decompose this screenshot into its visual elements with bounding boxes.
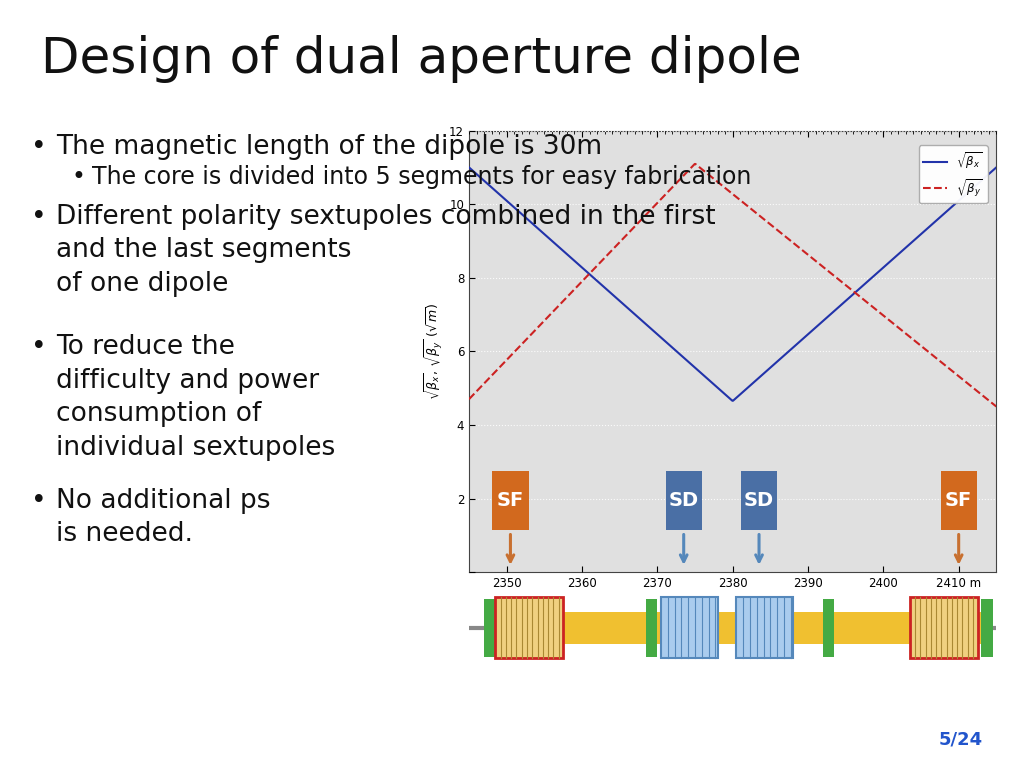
Text: SF: SF (497, 491, 524, 510)
Text: of one dipole: of one dipole (56, 270, 228, 296)
Bar (484, 612, 981, 644)
Bar (662, 598, 718, 658)
Bar (484, 599, 496, 657)
Bar (741, 471, 777, 530)
Bar (909, 598, 978, 658)
Text: •: • (31, 204, 46, 230)
Text: SD: SD (669, 491, 698, 510)
Text: Different polarity sextupoles combined in the first: Different polarity sextupoles combined i… (56, 204, 716, 230)
Text: is needed.: is needed. (56, 521, 194, 548)
Text: Design of dual aperture dipole: Design of dual aperture dipole (41, 35, 802, 83)
Text: consumption of: consumption of (56, 401, 262, 427)
Text: difficulty and power: difficulty and power (56, 368, 319, 394)
Text: and the last segments: and the last segments (56, 237, 351, 263)
Text: •: • (31, 134, 46, 161)
Text: •: • (72, 165, 86, 189)
Text: •: • (31, 488, 46, 514)
Legend: $\sqrt{\beta_x}$, $\sqrt{\beta_y}$: $\sqrt{\beta_x}$, $\sqrt{\beta_y}$ (919, 145, 988, 204)
Bar (493, 471, 528, 530)
Text: 5/24: 5/24 (939, 731, 983, 749)
Text: individual sextupoles: individual sextupoles (56, 435, 336, 461)
Text: •: • (31, 334, 46, 360)
Text: SD: SD (744, 491, 774, 510)
Text: SF: SF (945, 491, 973, 510)
Bar (646, 599, 657, 657)
Bar (823, 599, 835, 657)
Bar (981, 599, 992, 657)
Text: The magnetic length of the dipole is 30m: The magnetic length of the dipole is 30m (56, 134, 602, 161)
Bar (736, 598, 793, 658)
Text: To reduce the: To reduce the (56, 334, 236, 360)
Text: No additional ps: No additional ps (56, 488, 270, 514)
Y-axis label: $\sqrt{\beta_x}$, $\sqrt{\beta_y}$ ($\sqrt{m}$): $\sqrt{\beta_x}$, $\sqrt{\beta_y}$ ($\sq… (423, 303, 445, 400)
Bar (666, 471, 701, 530)
Bar (496, 598, 563, 658)
Bar (941, 471, 977, 530)
Text: The core is divided into 5 segments for easy fabrication: The core is divided into 5 segments for … (92, 165, 752, 189)
